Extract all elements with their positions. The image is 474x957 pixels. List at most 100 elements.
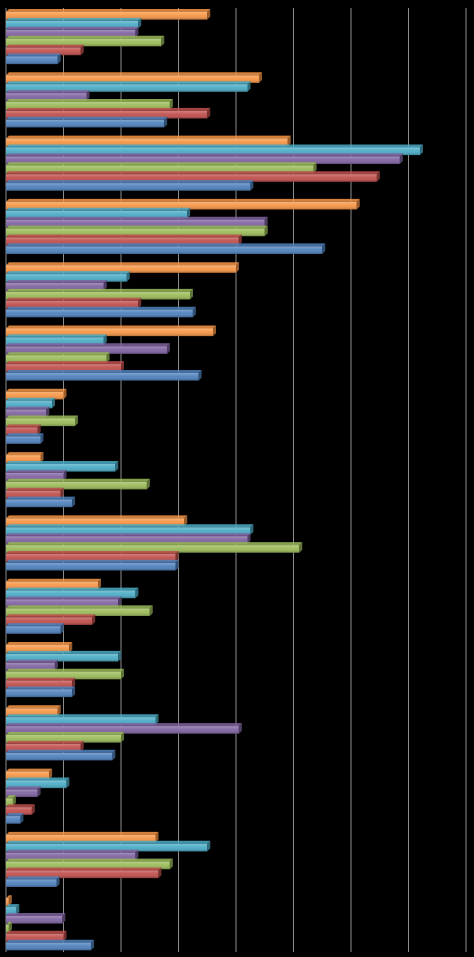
bar-side-face <box>40 433 44 444</box>
bar-side-face <box>161 35 165 47</box>
bar-shading <box>6 933 64 942</box>
bar-side-face <box>63 388 67 400</box>
bar-s6-cat-6 <box>6 370 202 381</box>
bar-side-face <box>31 804 35 815</box>
bar-s5-cat-7 <box>6 424 41 435</box>
bar-side-face <box>106 352 110 363</box>
bar-side-face <box>91 939 95 951</box>
bar-s3-cat-9 <box>6 533 251 544</box>
bar-side-face <box>49 768 53 780</box>
bar-side-face <box>175 551 179 562</box>
bar-shading <box>6 373 199 381</box>
bar-top-face <box>6 478 150 482</box>
bar-shading <box>6 237 239 246</box>
bar-side-face <box>80 740 84 752</box>
bar-top-face <box>6 225 268 229</box>
bar-s3-cat-7 <box>6 406 50 418</box>
bar-side-face <box>69 642 73 653</box>
bar-top-face <box>6 243 326 247</box>
bar-s4-cat-12 <box>6 732 124 743</box>
bar-side-face <box>115 461 119 472</box>
bar-s1-cat-10 <box>6 578 101 590</box>
bar-side-face <box>112 749 116 761</box>
bar-s5-cat-1 <box>6 44 84 56</box>
bar-s2-cat-8 <box>6 461 119 472</box>
bar-s5-cat-15 <box>6 930 67 942</box>
bar-shading <box>6 119 165 128</box>
bar-top-face <box>6 596 122 600</box>
bar-s1-cat-8 <box>6 452 44 463</box>
bar-s1-cat-11 <box>6 642 73 653</box>
bar-s6-cat-15 <box>6 939 95 951</box>
bar-top-face <box>6 849 139 853</box>
bar-top-face <box>6 9 211 12</box>
bar-top-face <box>6 44 84 48</box>
bar-shading <box>6 662 55 671</box>
bar-side-face <box>8 921 12 933</box>
bar-top-face <box>6 524 254 528</box>
bar-side-face <box>63 469 67 481</box>
bar-shading <box>6 210 188 219</box>
bar-s3-cat-3 <box>6 153 403 164</box>
bar-s3-cat-15 <box>6 913 66 924</box>
bar-shading <box>6 183 251 191</box>
bar-top-face <box>6 533 251 537</box>
bar-s5-cat-9 <box>6 551 179 562</box>
bar-side-face <box>60 623 64 634</box>
bar-shading <box>6 464 116 472</box>
bar-side-face <box>56 876 60 887</box>
bar-top-face <box>6 840 211 844</box>
bar-side-face <box>52 397 55 409</box>
bar-s4-cat-6 <box>6 352 110 363</box>
bar-s6-cat-11 <box>6 686 76 698</box>
bar-top-face <box>6 81 251 85</box>
bar-s4-cat-13 <box>6 795 16 806</box>
bar-side-face <box>8 895 12 906</box>
bar-top-face <box>6 749 116 753</box>
bar-shading <box>6 680 73 689</box>
bar-shading <box>6 165 314 173</box>
bar-top-face <box>6 668 124 672</box>
bar-shading <box>6 536 248 544</box>
bar-top-face <box>6 904 20 908</box>
bar-shading <box>6 834 156 843</box>
bar-side-face <box>169 99 173 110</box>
bar-shading <box>6 138 288 147</box>
bar-top-face <box>6 35 165 39</box>
bar-side-face <box>40 452 44 463</box>
bar-s3-cat-4 <box>6 216 268 228</box>
bar-shading <box>6 852 136 861</box>
bar-side-face <box>158 867 162 879</box>
bar-shading <box>6 752 113 761</box>
bar-s2-cat-12 <box>6 714 159 725</box>
bar-s5-cat-4 <box>6 234 242 246</box>
bar-shading <box>6 75 259 83</box>
bar-shading <box>6 93 87 101</box>
bar-shading <box>6 418 75 427</box>
bar-side-face <box>98 578 101 590</box>
bar-shading <box>6 328 213 337</box>
bar-top-face <box>6 99 173 102</box>
bar-s3-cat-14 <box>6 849 139 861</box>
bar-side-face <box>238 234 242 246</box>
bar-top-face <box>6 406 50 410</box>
bar-shading <box>6 590 136 599</box>
bar-top-face <box>6 659 58 663</box>
bar-side-face <box>399 153 403 164</box>
bar-s4-cat-7 <box>6 415 78 427</box>
bar-side-face <box>155 714 159 725</box>
bar-s5-cat-10 <box>6 614 96 625</box>
bar-top-face <box>6 587 139 591</box>
bar-top-face <box>6 171 380 175</box>
bars <box>6 9 423 951</box>
bar-side-face <box>155 831 159 843</box>
bar-shading <box>6 219 265 228</box>
bar-shading <box>6 346 167 354</box>
bar-shading <box>6 807 32 815</box>
bar-s6-cat-9 <box>6 559 179 571</box>
bar-side-face <box>149 605 153 616</box>
bar-shading <box>6 337 104 345</box>
bar-side-face <box>103 280 107 291</box>
bar-side-face <box>376 171 380 182</box>
